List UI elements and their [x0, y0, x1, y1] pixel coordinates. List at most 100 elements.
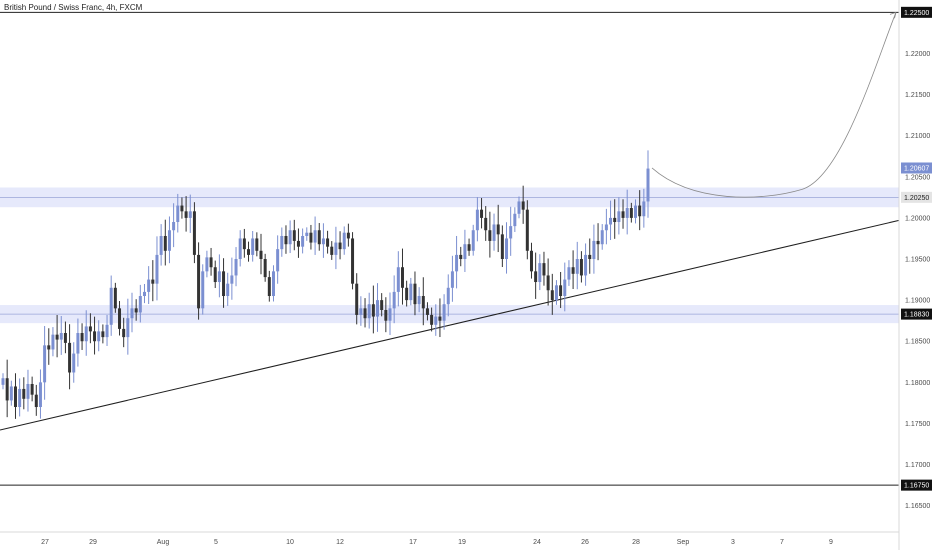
candle-23 — [97, 320, 101, 352]
candle-35 — [147, 266, 151, 305]
y-tick-label: 1.22000 — [905, 51, 930, 58]
candle-88 — [367, 292, 371, 329]
candle-4 — [18, 378, 22, 417]
candle-30 — [126, 298, 130, 355]
candle-15 — [63, 321, 67, 354]
candle-152 — [634, 199, 638, 224]
svg-text:1.22500: 1.22500 — [904, 10, 929, 17]
candle-8 — [34, 384, 38, 416]
candle-143 — [596, 223, 600, 261]
candle-21 — [88, 313, 92, 344]
candle-60 — [251, 231, 255, 262]
candle-92 — [384, 297, 388, 333]
candle-142 — [592, 224, 596, 274]
candle-128 — [534, 252, 538, 299]
svg-text:1.16750: 1.16750 — [904, 483, 929, 490]
candle-62 — [259, 233, 263, 275]
candle-54 — [226, 272, 230, 306]
y-tick-label: 1.17000 — [905, 462, 930, 469]
candle-64 — [267, 270, 271, 302]
candle-112 — [467, 238, 471, 256]
candle-49 — [205, 250, 209, 278]
candle-26 — [109, 275, 113, 336]
candle-134 — [559, 271, 563, 309]
trendline-group — [0, 219, 900, 431]
candle-41 — [172, 203, 176, 248]
x-tick-label: 10 — [286, 539, 294, 546]
candle-83 — [346, 223, 350, 247]
x-tick-label: 3 — [731, 539, 735, 546]
candle-129 — [538, 254, 542, 291]
candle-75 — [313, 216, 317, 255]
x-tick-label: 28 — [632, 539, 640, 546]
candle-119 — [496, 204, 500, 253]
candle-37 — [155, 236, 159, 301]
candle-86 — [359, 296, 363, 326]
candle-55 — [230, 257, 234, 300]
candle-85 — [355, 273, 359, 325]
price-tags: 1.22500 1.20607 1.20250 1.18830 1.16750 — [901, 6, 932, 491]
x-tick-label: 27 — [41, 539, 49, 546]
candle-72 — [301, 228, 305, 254]
candle-98 — [409, 277, 413, 306]
svg-text:1.20607: 1.20607 — [904, 165, 929, 172]
candle-121 — [505, 222, 509, 274]
candle-66 — [276, 235, 280, 284]
candle-11 — [47, 328, 51, 365]
candle-46 — [192, 202, 196, 264]
candle-90 — [376, 283, 380, 332]
candle-18 — [76, 318, 80, 367]
candle-34 — [142, 283, 146, 304]
candle-31 — [130, 292, 134, 333]
candle-39 — [163, 219, 167, 266]
svg-text:1.18830: 1.18830 — [904, 312, 929, 319]
candle-95 — [396, 251, 400, 307]
candle-61 — [255, 232, 259, 257]
candle-42 — [176, 193, 180, 233]
candle-125 — [521, 185, 525, 224]
candle-3 — [13, 373, 17, 419]
trendline — [0, 219, 900, 431]
candle-32 — [134, 299, 138, 321]
candle-149 — [621, 199, 625, 229]
candle-12 — [51, 327, 55, 357]
candle-0 — [1, 373, 5, 390]
candle-102 — [425, 302, 429, 321]
candle-104 — [434, 304, 438, 336]
candle-131 — [546, 258, 550, 306]
price-tag-4: 1.16750 — [901, 479, 932, 491]
time-axis[interactable]: 27 29 Aug 5 10 12 17 19 24 26 28 Sep 3 7 9 — [41, 539, 833, 546]
candle-110 — [459, 246, 463, 267]
x-tick-label: Sep — [677, 539, 690, 546]
candle-93 — [388, 292, 392, 335]
candle-38 — [159, 224, 163, 266]
candle-52 — [217, 254, 221, 298]
candle-137 — [571, 250, 575, 290]
x-tick-label: 7 — [780, 539, 784, 546]
projection-curve — [651, 12, 897, 198]
price-tag-2: 1.20250 — [901, 191, 932, 203]
price-tag-0: 1.22500 — [901, 6, 932, 18]
candle-87 — [363, 298, 367, 328]
candle-118 — [492, 213, 496, 251]
candle-19 — [80, 323, 84, 350]
candle-13 — [55, 314, 59, 358]
candle-120 — [500, 225, 504, 268]
candle-50 — [209, 247, 213, 276]
candle-94 — [392, 275, 396, 324]
candle-53 — [222, 258, 226, 308]
candle-84 — [351, 232, 355, 290]
price-axis[interactable]: 1.16500 1.17000 1.17500 1.18000 1.18500 1.190… — [905, 51, 930, 510]
candle-25 — [105, 314, 109, 346]
candle-59 — [247, 241, 251, 262]
candle-91 — [380, 293, 384, 317]
candle-14 — [59, 316, 63, 355]
candle-113 — [471, 224, 475, 256]
candle-148 — [617, 197, 621, 235]
candle-124 — [517, 196, 521, 219]
candle-145 — [604, 208, 608, 245]
candle-24 — [101, 324, 105, 344]
x-tick-label: 12 — [336, 539, 344, 546]
candle-133 — [554, 280, 558, 305]
